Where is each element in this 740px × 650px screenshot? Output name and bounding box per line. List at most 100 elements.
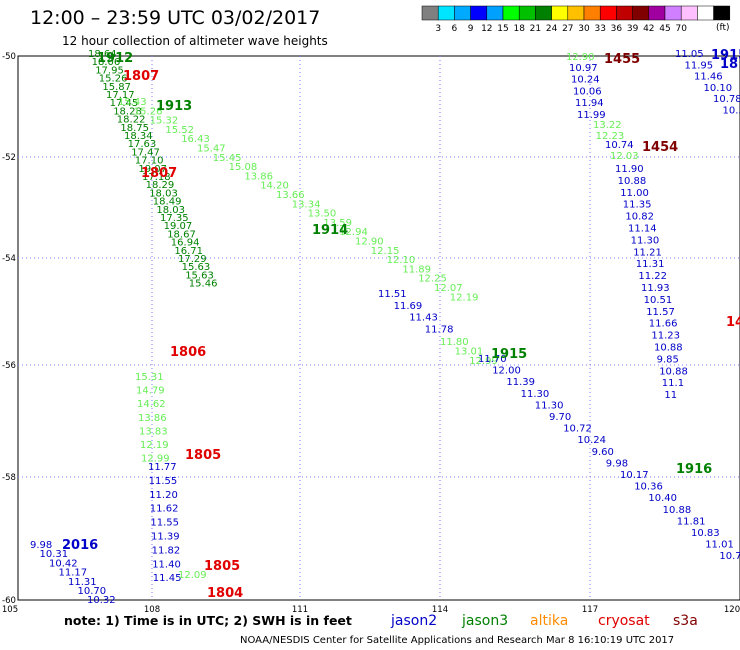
wave-height-value: 11.14 bbox=[628, 224, 657, 235]
wave-height-value: 11.80 bbox=[440, 337, 469, 348]
wave-height-value: 10.24 bbox=[577, 435, 606, 446]
latitude-label: -54 bbox=[2, 254, 16, 264]
legend-tick-label: 9 bbox=[468, 24, 474, 34]
footer-note: note: 1) Time is in UTC; 2) SWH is in fe… bbox=[64, 613, 352, 628]
wave-height-value: 11.51 bbox=[378, 289, 407, 300]
wave-height-tracks: 18.6418.0617.9515.2615.8717.1717.4518.28… bbox=[30, 49, 740, 606]
legend-jason2: jason2 bbox=[390, 613, 437, 629]
wave-height-value: 11.81 bbox=[677, 516, 706, 527]
latitude-label: -58 bbox=[2, 473, 16, 483]
wave-height-value: 15.63 bbox=[185, 270, 214, 281]
pass-number-label: 18 bbox=[720, 57, 738, 72]
wave-height-value: 11.17 bbox=[59, 568, 88, 579]
legend-tick-label: 70 bbox=[675, 24, 687, 34]
legend-cryosat: cryosat bbox=[598, 613, 650, 629]
wave-height-value: 12.15 bbox=[371, 246, 400, 257]
wave-height-value: 12.23 bbox=[596, 131, 625, 142]
legend-swatch bbox=[599, 5, 617, 21]
wave-height-value: 11.46 bbox=[694, 72, 723, 83]
wave-height-value: 16.94 bbox=[171, 238, 200, 249]
wave-height-value: 13.86 bbox=[138, 413, 167, 424]
wave-height-value: 10.88 bbox=[618, 176, 647, 187]
longitude-label: 105 bbox=[2, 605, 18, 615]
wave-height-value: 11.94 bbox=[575, 98, 604, 109]
footer-credit: NOAA/NESDIS Center for Satellite Applica… bbox=[240, 635, 674, 646]
wave-height-value: 17.63 bbox=[128, 139, 157, 150]
wave-height-value: 12.25 bbox=[418, 274, 447, 285]
wave-height-value: 15.47 bbox=[197, 144, 226, 155]
wave-height-value: 11.39 bbox=[151, 532, 180, 543]
longitude-label: 120 bbox=[724, 605, 740, 615]
latitude-label: -50 bbox=[2, 52, 16, 62]
wave-height-value: 10.72 bbox=[563, 424, 592, 435]
wave-height-value: 18.22 bbox=[117, 115, 146, 126]
wave-height-value: 11.00 bbox=[620, 188, 649, 199]
legend-tick-label: 24 bbox=[546, 24, 558, 34]
pass-number-label: 2016 bbox=[62, 538, 98, 553]
wave-height-value: 11.57 bbox=[646, 307, 675, 318]
wave-height-value: 18.64 bbox=[88, 49, 117, 60]
legend-swatch bbox=[648, 5, 666, 21]
legend-tick-label: 39 bbox=[627, 24, 639, 34]
wave-height-value: 12.19 bbox=[140, 440, 169, 451]
wave-height-value: 13.22 bbox=[593, 120, 622, 131]
pass-number-label: 1804 bbox=[207, 586, 243, 601]
pass-number-label: 1807 bbox=[141, 166, 177, 181]
wave-height-value: 17.47 bbox=[131, 147, 160, 158]
wave-height-value: 11.01 bbox=[705, 540, 734, 551]
wave-height-value: 14.20 bbox=[260, 181, 289, 192]
legend-s3a: s3a bbox=[673, 613, 698, 629]
wave-height-value: 11.39 bbox=[506, 377, 535, 388]
wave-height-value: 11.21 bbox=[633, 247, 662, 258]
wave-height-value: 17.45 bbox=[110, 98, 139, 109]
wave-height-value: 10.83 bbox=[691, 528, 720, 539]
wave-height-value: 18.28 bbox=[113, 106, 142, 117]
wave-height-value: 9.85 bbox=[657, 354, 679, 365]
legend-swatch bbox=[421, 5, 439, 21]
wave-height-value: 11.05 bbox=[675, 49, 704, 60]
map-plot-frame: -50 -52 -54 -56 -58 -60 105 108 111 114 117 120 bbox=[2, 52, 740, 615]
pass-number-label: 1455 bbox=[604, 52, 640, 67]
wave-height-value: 12.09 bbox=[178, 570, 207, 581]
legend-tick-label: 18 bbox=[513, 24, 525, 34]
wave-height-value: 11.78 bbox=[425, 324, 454, 335]
wave-height-value: 19.07 bbox=[164, 221, 193, 232]
wave-height-value: 11.90 bbox=[615, 164, 644, 175]
wave-height-value: 9.98 bbox=[30, 540, 52, 551]
wave-height-value: 11.62 bbox=[150, 504, 179, 515]
legend-swatch bbox=[713, 5, 731, 21]
legend-altika: altika bbox=[530, 613, 568, 629]
wave-height-value: 11.23 bbox=[651, 331, 680, 342]
wave-height-value: 9.60 bbox=[592, 447, 614, 458]
wave-height-value: 15.31 bbox=[135, 372, 164, 383]
pass-number-label: 1915 bbox=[711, 48, 740, 63]
latitude-labels: -50 -52 -54 -56 -58 -60 bbox=[2, 52, 16, 606]
wave-height-value: 11.69 bbox=[394, 301, 423, 312]
wave-height-value: 11.93 bbox=[641, 283, 670, 294]
wave-height-value: 9.70 bbox=[549, 412, 571, 423]
wave-height-value: 10.88 bbox=[659, 366, 688, 377]
pass-number-label: 1806 bbox=[170, 345, 206, 360]
legend-tick-label: 15 bbox=[497, 24, 508, 34]
wave-height-value: 13.83 bbox=[139, 426, 168, 437]
wave-height-value: 11.30 bbox=[631, 235, 660, 246]
wave-height-value: 11.45 bbox=[153, 573, 182, 584]
legend-swatch bbox=[486, 5, 504, 21]
legend-tick-label: 42 bbox=[643, 24, 654, 34]
pass-number-label: 14 bbox=[726, 315, 740, 330]
wave-height-value: 15.45 bbox=[213, 153, 242, 164]
legend-swatch bbox=[583, 5, 601, 21]
wave-height-value: 13.34 bbox=[292, 199, 321, 210]
pass-number-label: 1913 bbox=[156, 99, 192, 114]
wave-height-value: 18.34 bbox=[124, 131, 153, 142]
pass-number-label: 1807 bbox=[123, 69, 159, 84]
wave-height-value: 11.31 bbox=[68, 577, 97, 588]
wave-height-value: 10.36 bbox=[634, 482, 663, 493]
wave-height-value: 11.35 bbox=[623, 200, 652, 211]
wave-height-value: 17.18 bbox=[142, 172, 171, 183]
wave-height-value: 15.87 bbox=[102, 82, 131, 93]
pass-number-label: 1914 bbox=[312, 223, 348, 238]
legend-swatch bbox=[551, 5, 569, 21]
pass-number-label: 1805 bbox=[204, 559, 240, 574]
